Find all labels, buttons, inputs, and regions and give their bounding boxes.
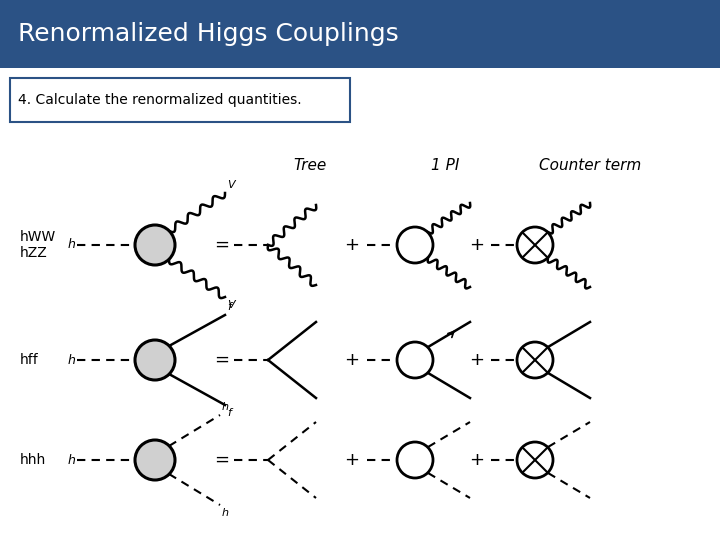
Text: +: + <box>344 236 359 254</box>
Circle shape <box>397 342 433 378</box>
Text: V: V <box>227 300 235 310</box>
Text: Renormalized Higgs Couplings: Renormalized Higgs Couplings <box>18 22 399 46</box>
Text: +: + <box>469 236 485 254</box>
Text: f: f <box>227 302 231 312</box>
Circle shape <box>397 442 433 478</box>
Text: h: h <box>67 454 75 467</box>
Circle shape <box>517 227 553 263</box>
Text: 1 PI: 1 PI <box>431 158 459 172</box>
Text: Counter term: Counter term <box>539 158 641 172</box>
Text: hff: hff <box>20 353 39 367</box>
Text: =: = <box>215 236 230 254</box>
Text: =: = <box>215 451 230 469</box>
FancyBboxPatch shape <box>0 0 720 68</box>
Text: +: + <box>344 451 359 469</box>
Text: h: h <box>67 354 75 367</box>
Text: f: f <box>227 408 231 418</box>
FancyBboxPatch shape <box>10 78 350 122</box>
Text: h: h <box>222 402 229 412</box>
Text: +: + <box>469 451 485 469</box>
Circle shape <box>517 342 553 378</box>
Text: +: + <box>344 351 359 369</box>
Text: +: + <box>469 351 485 369</box>
Text: hhh: hhh <box>20 453 46 467</box>
Text: Tree: Tree <box>293 158 327 172</box>
Text: 4. Calculate the renormalized quantities.: 4. Calculate the renormalized quantities… <box>18 93 302 107</box>
Circle shape <box>397 227 433 263</box>
Circle shape <box>135 440 175 480</box>
Circle shape <box>517 442 553 478</box>
Text: =: = <box>215 351 230 369</box>
Circle shape <box>135 225 175 265</box>
Text: h: h <box>67 239 75 252</box>
Text: V: V <box>227 180 235 190</box>
Circle shape <box>135 340 175 380</box>
Text: h: h <box>222 508 229 518</box>
Text: hWW
hZZ: hWW hZZ <box>20 230 56 260</box>
